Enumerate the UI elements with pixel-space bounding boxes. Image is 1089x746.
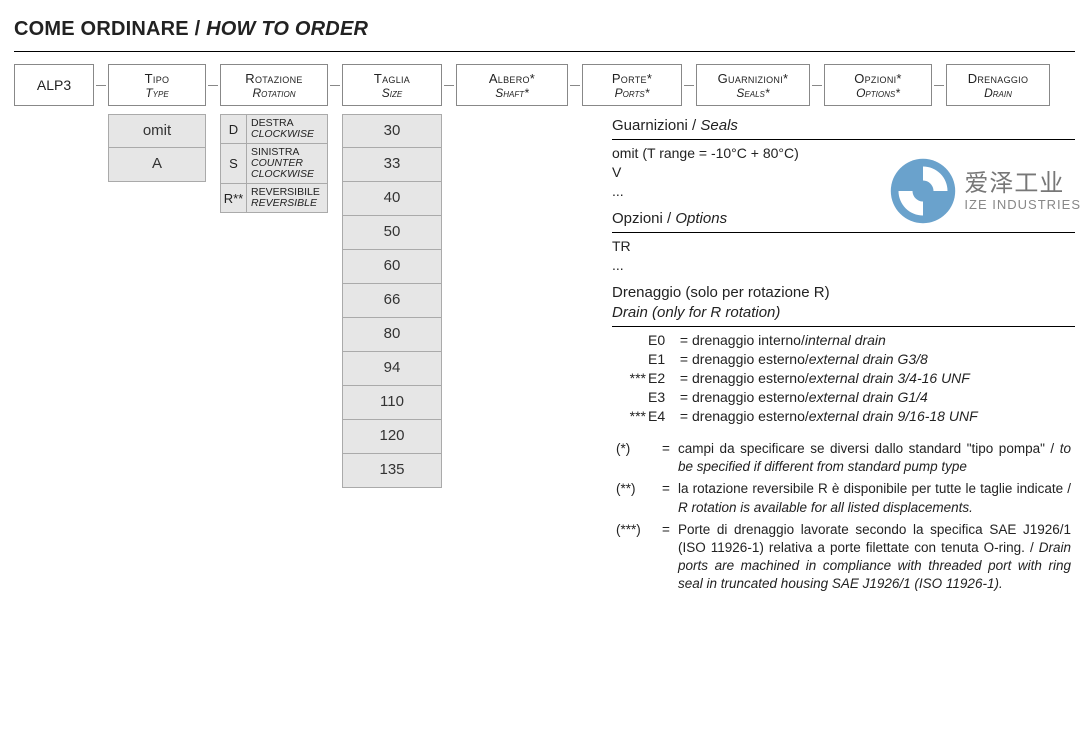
size-option: 40 xyxy=(342,182,442,216)
seals-line: omit (T range = -10°C + 80°C) xyxy=(612,144,1075,163)
section-title: Opzioni / Options xyxy=(612,209,1075,229)
seals-line: ... xyxy=(612,182,1075,201)
rotation-option: SSINISTRACOUNTER CLOCKWISE xyxy=(220,144,328,184)
right-panel: 爱泽工业 IZE INDUSTRIES Guarnizioni / Sealso… xyxy=(612,110,1075,598)
size-option: 33 xyxy=(342,148,442,182)
header-rotation-it: Rotazione xyxy=(223,71,325,86)
size-option: 135 xyxy=(342,454,442,488)
type-column: omitA xyxy=(108,110,206,182)
rotation-label: REVERSIBILEREVERSIBLE xyxy=(247,184,327,212)
rotation-code: R** xyxy=(221,184,247,212)
options-line: TR xyxy=(612,237,1075,256)
header-connector xyxy=(328,64,342,106)
title-rule xyxy=(14,51,1075,52)
rotation-label: SINISTRACOUNTER CLOCKWISE xyxy=(247,144,327,183)
header-shaft-it: Albero* xyxy=(459,71,565,86)
drain-row: ***E4=drenaggio esterno/external drain 9… xyxy=(612,407,1075,426)
title-en: HOW TO ORDER xyxy=(206,18,368,40)
section-rule xyxy=(612,326,1075,327)
header-options-it: Opzioni* xyxy=(827,71,929,86)
header-seals-it: Guarnizioni* xyxy=(699,71,807,86)
header-connector xyxy=(932,64,946,106)
seals-body: omit (T range = -10°C + 80°C)V... xyxy=(612,144,1075,201)
header-type: TipoType xyxy=(108,64,206,106)
header-connector xyxy=(206,64,220,106)
size-option: 120 xyxy=(342,420,442,454)
section-rule xyxy=(612,139,1075,140)
footnotes: (*)=campi da specificare se diversi dall… xyxy=(612,440,1075,594)
rotation-code: D xyxy=(221,115,247,143)
header-shaft-en: Shaft* xyxy=(459,86,565,100)
size-option: 94 xyxy=(342,352,442,386)
header-drain-it: Drenaggio xyxy=(949,71,1047,86)
body-row: omitADDESTRACLOCKWISESSINISTRACOUNTER CL… xyxy=(14,110,1075,598)
header-type-it: Tipo xyxy=(111,71,203,86)
size-option: 110 xyxy=(342,386,442,420)
header-size: TagliaSize xyxy=(342,64,442,106)
header-row: ALP3 TipoType RotazioneRotation TagliaSize A… xyxy=(14,64,1075,106)
rotation-label: DESTRACLOCKWISE xyxy=(247,115,327,143)
size-column: 3033405060668094110120135 xyxy=(342,110,442,488)
rotation-option: DDESTRACLOCKWISE xyxy=(220,114,328,144)
drain-row: E0=drenaggio interno/internal drain xyxy=(612,331,1075,350)
section-title: Guarnizioni / Seals xyxy=(612,116,1075,136)
drain-row: ***E2=drenaggio esterno/external drain 3… xyxy=(612,369,1075,388)
header-options-en: Options* xyxy=(827,86,929,100)
header-ports: Porte*Ports* xyxy=(582,64,682,106)
header-connector xyxy=(810,64,824,106)
header-size-it: Taglia xyxy=(345,71,439,86)
drain-row: E1=drenaggio esterno/external drain G3/8 xyxy=(612,350,1075,369)
size-option: 30 xyxy=(342,114,442,148)
type-option: omit xyxy=(108,114,206,148)
header-connector xyxy=(442,64,456,106)
header-connector xyxy=(682,64,696,106)
options-body: TR... xyxy=(612,237,1075,275)
footnote-row: (*)=campi da specificare se diversi dall… xyxy=(612,440,1075,476)
header-seals-en: Seals* xyxy=(699,86,807,100)
header-rotation: RotazioneRotation xyxy=(220,64,328,106)
size-option: 60 xyxy=(342,250,442,284)
header-rotation-en: Rotation xyxy=(223,86,325,100)
header-options: Opzioni*Options* xyxy=(824,64,932,106)
header-drain: DrenaggioDrain xyxy=(946,64,1050,106)
options-line: ... xyxy=(612,256,1075,275)
header-type-en: Type xyxy=(111,86,203,100)
drain-body: E0=drenaggio interno/internal drainE1=dr… xyxy=(612,331,1075,425)
header-size-en: Size xyxy=(345,86,439,100)
rotation-code: S xyxy=(221,144,247,183)
header-shaft: Albero*Shaft* xyxy=(456,64,568,106)
size-option: 50 xyxy=(342,216,442,250)
seals-line: V xyxy=(612,163,1075,182)
section-rule xyxy=(612,232,1075,233)
header-alp3: ALP3 xyxy=(14,64,94,106)
header-connector xyxy=(94,64,108,106)
header-connector xyxy=(568,64,582,106)
header-drain-en: Drain xyxy=(949,86,1047,100)
rotation-option: R**REVERSIBILEREVERSIBLE xyxy=(220,184,328,213)
type-option: A xyxy=(108,148,206,182)
footnote-row: (**)=la rotazione reversibile R è dispon… xyxy=(612,480,1075,516)
title-it: COME ORDINARE xyxy=(14,18,189,40)
section-title: Drenaggio (solo per rotazione R)Drain (o… xyxy=(612,283,1075,324)
page-title: COME ORDINARE / HOW TO ORDER xyxy=(14,18,1075,41)
size-option: 66 xyxy=(342,284,442,318)
header-ports-en: Ports* xyxy=(585,86,679,100)
header-seals: Guarnizioni*Seals* xyxy=(696,64,810,106)
footnote-row: (***)=Porte di drenaggio lavorate second… xyxy=(612,521,1075,594)
size-option: 80 xyxy=(342,318,442,352)
header-ports-it: Porte* xyxy=(585,71,679,86)
drain-row: E3=drenaggio esterno/external drain G1/4 xyxy=(612,388,1075,407)
rotation-column: DDESTRACLOCKWISESSINISTRACOUNTER CLOCKWI… xyxy=(220,110,328,213)
